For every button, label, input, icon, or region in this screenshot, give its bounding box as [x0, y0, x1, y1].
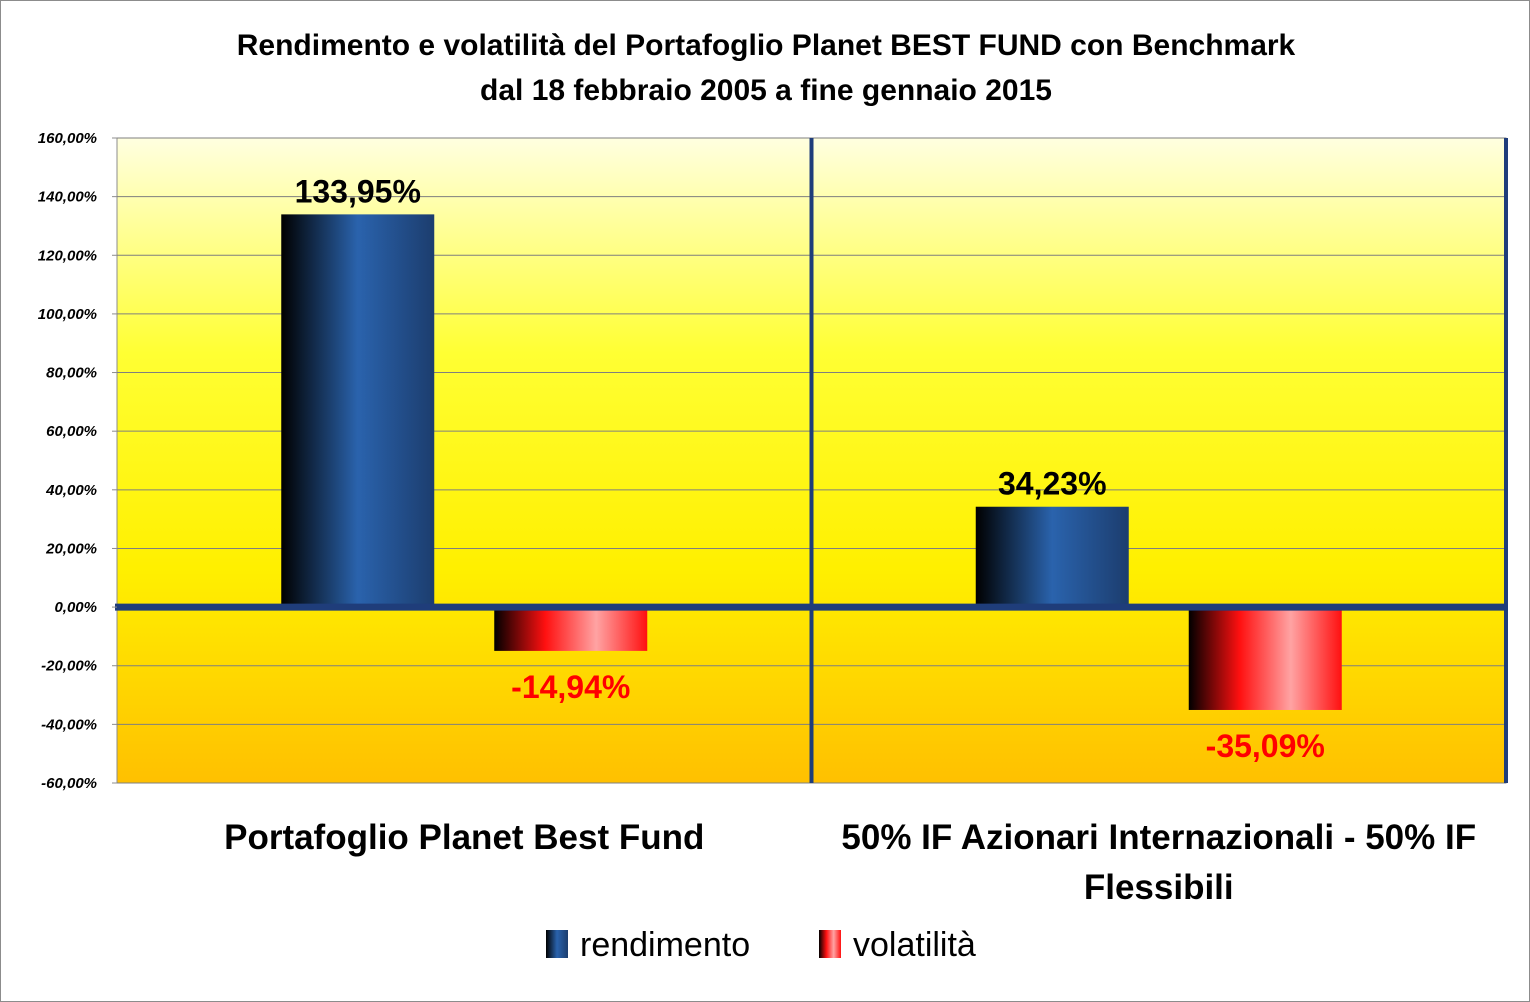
data-label-volatilità-1: -14,94% — [511, 669, 630, 705]
bar-volatilità-2 — [1188, 607, 1342, 710]
bar-rendimento-2 — [975, 506, 1129, 608]
y-tick-label: 40,00% — [45, 482, 97, 499]
data-label-rendimento-2: 34,23% — [998, 466, 1107, 502]
y-tick-label: 60,00% — [46, 423, 97, 440]
legend-label-rendimento: rendimento — [580, 926, 750, 964]
data-label-volatilità-2: -35,09% — [1206, 728, 1325, 764]
bar-rendimento-1 — [281, 214, 435, 608]
y-tick-label: 100,00% — [38, 306, 97, 323]
y-tick-label: -60,00% — [41, 775, 97, 792]
y-tick-label: 80,00% — [46, 365, 97, 382]
category-axis: Portafoglio Planet Best Fund 50% IF Azion… — [224, 818, 1476, 907]
y-tick-label: 120,00% — [38, 247, 97, 264]
y-tick-label: 140,00% — [38, 189, 97, 206]
chart-title-line-1: Rendimento e volatilità del Portafoglio … — [237, 29, 1296, 62]
category-label-2: 50% IF Azionari Internazionali - 50% IF — [841, 818, 1476, 857]
y-tick-label: -20,00% — [41, 658, 97, 675]
legend-swatch-volatilità — [819, 930, 841, 958]
chart-title-line-2: dal 18 febbraio 2005 a fine gennaio 2015 — [480, 74, 1052, 107]
legend-swatch-rendimento — [546, 930, 568, 958]
legend: rendimento volatilità — [546, 926, 976, 964]
data-label-rendimento-1: 133,95% — [295, 173, 421, 209]
bar-volatilità-1 — [494, 607, 648, 651]
category-label-2: Flessibili — [1084, 868, 1234, 907]
y-axis: 160,00% 140,00% 120,00% 100,00% 80,00% 60,00%… — [38, 130, 117, 792]
legend-label-volatilità: volatilità — [853, 926, 976, 964]
y-tick-label: -40,00% — [41, 716, 97, 733]
category-label-1: Portafoglio Planet Best Fund — [224, 818, 704, 857]
y-tick-label: 0,00% — [54, 599, 97, 616]
chart-title: Rendimento e volatilità del Portafoglio … — [237, 29, 1296, 107]
y-tick-label: 20,00% — [45, 540, 97, 557]
plot-area: 133,95% -14,94% 34,23% -35,09% — [115, 137, 1508, 784]
y-tick-label: 160,00% — [38, 130, 97, 147]
